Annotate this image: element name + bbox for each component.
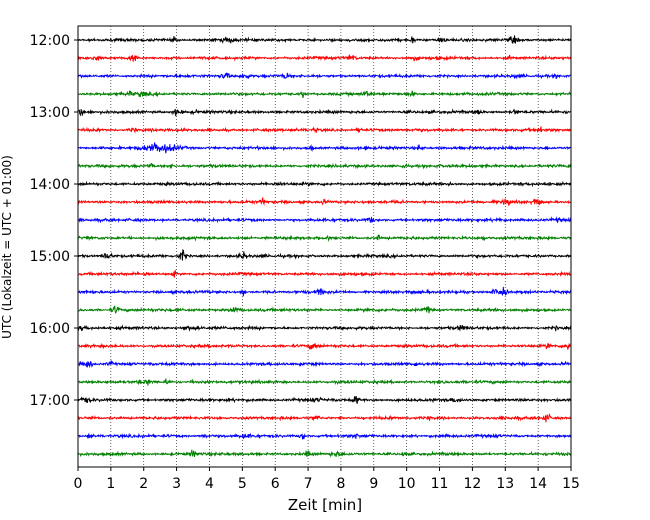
trace-1400 bbox=[77, 180, 572, 188]
trace-1745 bbox=[78, 449, 572, 458]
plot-background bbox=[78, 26, 571, 467]
x-tick-label: 7 bbox=[304, 476, 313, 492]
y-tick-label: 17:00 bbox=[30, 393, 70, 409]
trace-1445 bbox=[77, 234, 572, 242]
x-tick-label: 13 bbox=[496, 476, 514, 492]
x-tick-label: 8 bbox=[336, 476, 345, 492]
y-tick-label: 15:00 bbox=[30, 249, 70, 265]
trace-1515 bbox=[77, 269, 572, 278]
trace-1230 bbox=[77, 72, 572, 80]
x-tick-label: 4 bbox=[205, 476, 214, 492]
trace-1600 bbox=[77, 324, 572, 332]
plot-frame bbox=[77, 25, 572, 468]
y-tick-label: 12:00 bbox=[30, 33, 70, 49]
y-tick-label: 14:00 bbox=[30, 177, 70, 193]
y-axis-label: UTC (Lokalzeit = UTC + 01:00) bbox=[0, 155, 14, 339]
x-tick-label: 0 bbox=[74, 476, 83, 492]
x-axis: 0 1 2 3 4 5 6 7 8 9 10 11 12 13 14 15 bbox=[74, 467, 580, 492]
trace-1200 bbox=[77, 35, 572, 45]
trace-1500 bbox=[77, 248, 572, 261]
x-tick-label: 14 bbox=[529, 476, 547, 492]
trace-1645 bbox=[77, 378, 572, 386]
trace-1300 bbox=[77, 108, 572, 117]
x-tick-label: 9 bbox=[369, 476, 378, 492]
trace-1245 bbox=[77, 90, 572, 98]
trace-1330 bbox=[77, 142, 572, 154]
x-tick-label: 5 bbox=[238, 476, 247, 492]
x-tick-label: 12 bbox=[463, 476, 481, 492]
trace-1730 bbox=[77, 432, 572, 440]
trace-1715 bbox=[77, 413, 572, 423]
trace-1215 bbox=[77, 54, 572, 62]
x-tick-label: 3 bbox=[172, 476, 181, 492]
trace-1545 bbox=[77, 305, 572, 314]
trace-1630 bbox=[77, 360, 572, 369]
trace-1415 bbox=[77, 197, 572, 206]
y-tick-label: 13:00 bbox=[30, 105, 70, 121]
x-tick-label: 6 bbox=[271, 476, 280, 492]
x-tick-label: 1 bbox=[106, 476, 115, 492]
x-tick-label: 10 bbox=[398, 476, 416, 492]
x-tick-label: 15 bbox=[562, 476, 580, 492]
y-tick-label: 16:00 bbox=[30, 321, 70, 337]
x-tick-label: 11 bbox=[431, 476, 449, 492]
x-axis-label: Zeit [min] bbox=[288, 496, 362, 514]
y-axis: 12:00 13:00 14:00 15:00 16:00 17:00 bbox=[30, 33, 78, 409]
trace-series bbox=[77, 35, 572, 458]
trace-1615 bbox=[77, 342, 572, 350]
trace-1315 bbox=[77, 126, 572, 134]
x-tick-label: 2 bbox=[139, 476, 148, 492]
trace-1530 bbox=[77, 286, 572, 297]
trace-1345 bbox=[77, 162, 572, 170]
trace-1700 bbox=[77, 395, 572, 404]
trace-1430 bbox=[77, 216, 572, 224]
